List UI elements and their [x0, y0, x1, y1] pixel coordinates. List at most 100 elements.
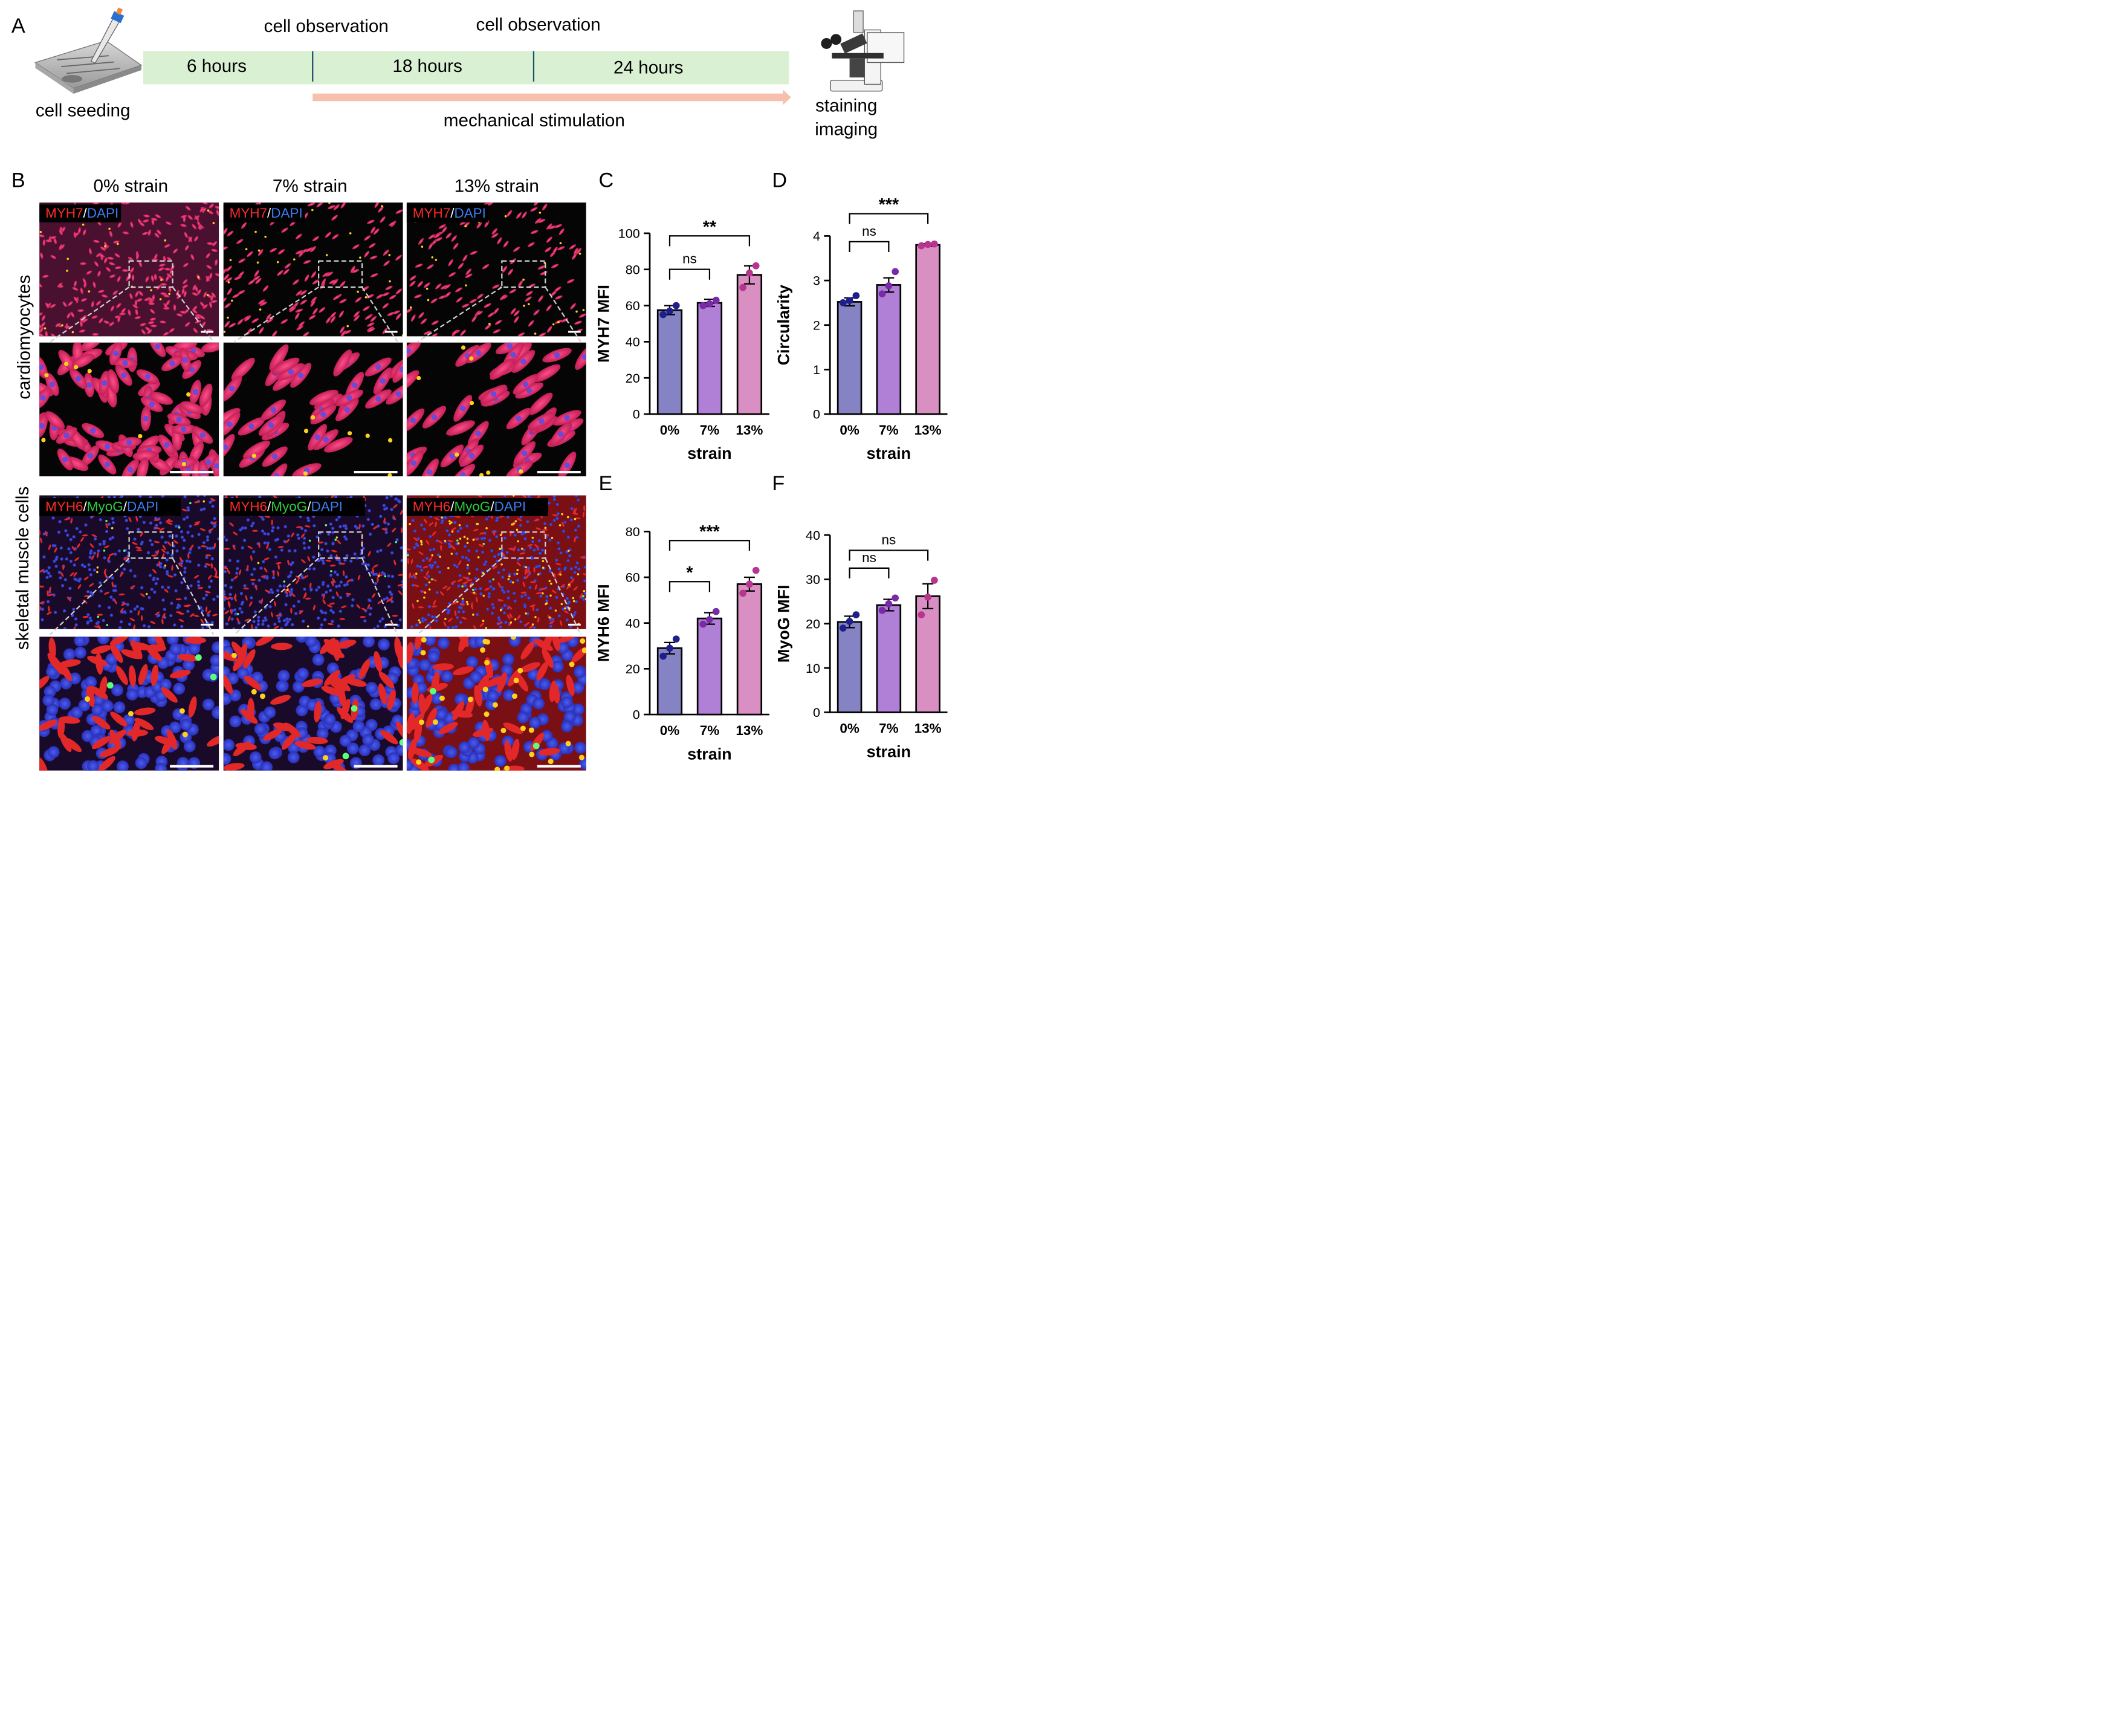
bar-7% — [696, 617, 723, 716]
timeline-segment-2: 18 hours — [392, 56, 462, 76]
bar-7% — [876, 284, 902, 415]
data-point — [746, 269, 753, 277]
bar-13% — [736, 274, 763, 415]
data-point — [918, 242, 925, 250]
column-header-0: 0% strain — [94, 177, 169, 196]
chart-c: 0 20 40 60 80 100 0% 7% 13% strain MYH7 MFI ns ** — [595, 218, 769, 462]
x-tick-label: 13% — [914, 423, 942, 438]
mechanical-stimulation-label: mechanical stimulation — [444, 111, 625, 131]
data-point — [878, 606, 886, 614]
microscope-icon — [821, 10, 905, 92]
zoom-region-box — [318, 260, 363, 288]
scale-bar — [354, 765, 398, 768]
significance-label: ** — [703, 218, 717, 237]
y-axis-label: Circularity — [775, 285, 793, 365]
x-tick-label: 7% — [700, 723, 719, 738]
significance-label: *** — [699, 522, 720, 542]
panel-letter-e: E — [598, 472, 612, 495]
data-point — [885, 600, 893, 607]
panel-b: B 0% strain 7% strain 13% strain cardiom… — [11, 169, 586, 771]
data-point — [699, 620, 707, 628]
data-point — [739, 283, 746, 291]
zoom-region-box — [128, 531, 173, 559]
data-point — [892, 268, 899, 276]
y-tick-label: 0 — [813, 705, 820, 720]
data-point — [659, 652, 667, 660]
cell-observation-label-2: cell observation — [476, 15, 600, 34]
scale-bar — [537, 471, 581, 474]
micrograph-skel-zoom-1 — [223, 636, 403, 771]
data-point — [931, 240, 938, 248]
staining-label: staining — [815, 96, 877, 115]
x-tick-label: 0% — [840, 423, 859, 438]
bar-13% — [736, 583, 763, 716]
bar-0% — [837, 621, 863, 713]
figure: A cell seeding 6 hours 18 hours 24 hours… — [11, 7, 948, 771]
data-point — [746, 580, 753, 588]
bar-13% — [915, 244, 940, 415]
x-axis-label: strain — [687, 745, 731, 763]
y-tick-label: 20 — [626, 661, 640, 676]
stain-label-top-1: MYH7/DAPI — [230, 206, 303, 221]
y-tick-label: 30 — [806, 572, 820, 587]
x-tick-label: 7% — [879, 721, 898, 736]
scale-bar — [170, 765, 214, 768]
micrograph-cardio-zoom-0 — [39, 342, 219, 477]
data-point — [924, 593, 931, 601]
scale-bar — [384, 623, 398, 626]
panel-letter-d: D — [772, 169, 787, 192]
stain-label-bottom-2: MYH6/MyoG/DAPI — [413, 499, 526, 514]
y-tick-label: 100 — [618, 226, 640, 241]
significance-bracket: *** — [668, 522, 751, 551]
micrograph-skel-zoom-2 — [406, 636, 586, 771]
panel-letter-f: F — [772, 472, 785, 495]
data-point — [924, 241, 931, 248]
data-point — [752, 566, 760, 574]
stain-label-top-0: MYH7/DAPI — [45, 206, 118, 221]
significance-bracket: ns — [849, 533, 929, 561]
y-axis-label: MyoG MFI — [775, 585, 793, 662]
data-point — [931, 577, 938, 584]
x-tick-label: 13% — [736, 423, 763, 438]
data-point — [839, 624, 847, 632]
significance-bracket: ** — [668, 218, 751, 247]
significance-bracket: ns — [668, 251, 711, 280]
data-point — [666, 644, 673, 652]
significance-bracket: ns — [849, 224, 890, 252]
data-point — [739, 589, 746, 597]
significance-bracket: ns — [849, 550, 890, 578]
panel-a: A cell seeding 6 hours 18 hours 24 hours… — [11, 7, 905, 140]
x-tick-label: 13% — [736, 723, 763, 738]
micrograph-cardio-zoom-1 — [223, 342, 403, 477]
data-point — [712, 296, 720, 304]
bar-13% — [915, 595, 940, 713]
data-point — [752, 262, 760, 270]
data-point — [699, 302, 707, 309]
x-tick-label: 0% — [840, 721, 859, 736]
x-tick-label: 13% — [914, 721, 942, 736]
cell-seeding-icon — [34, 7, 143, 94]
zoom-region-box — [128, 260, 173, 288]
x-axis-label: strain — [867, 743, 911, 761]
significance-label: ns — [881, 533, 896, 548]
imaging-label: imaging — [815, 120, 878, 140]
micrograph-cardio-overview-2 — [406, 202, 586, 337]
data-point — [878, 290, 886, 298]
significance-label: *** — [879, 195, 899, 215]
data-point — [892, 594, 899, 602]
x-tick-label: 0% — [660, 723, 679, 738]
y-tick-label: 3 — [813, 273, 820, 288]
x-tick-label: 7% — [700, 423, 719, 438]
timeline-bar — [143, 51, 789, 85]
y-tick-label: 60 — [626, 570, 640, 585]
y-tick-label: 0 — [633, 407, 640, 422]
y-tick-label: 0 — [633, 707, 640, 722]
bar-0% — [837, 301, 863, 415]
timeline-segment-1: 6 hours — [187, 56, 247, 76]
panel-letter-b: B — [11, 169, 25, 192]
data-point — [706, 616, 713, 623]
data-point — [666, 307, 673, 315]
y-tick-label: 80 — [626, 262, 640, 277]
y-tick-label: 40 — [806, 528, 820, 543]
